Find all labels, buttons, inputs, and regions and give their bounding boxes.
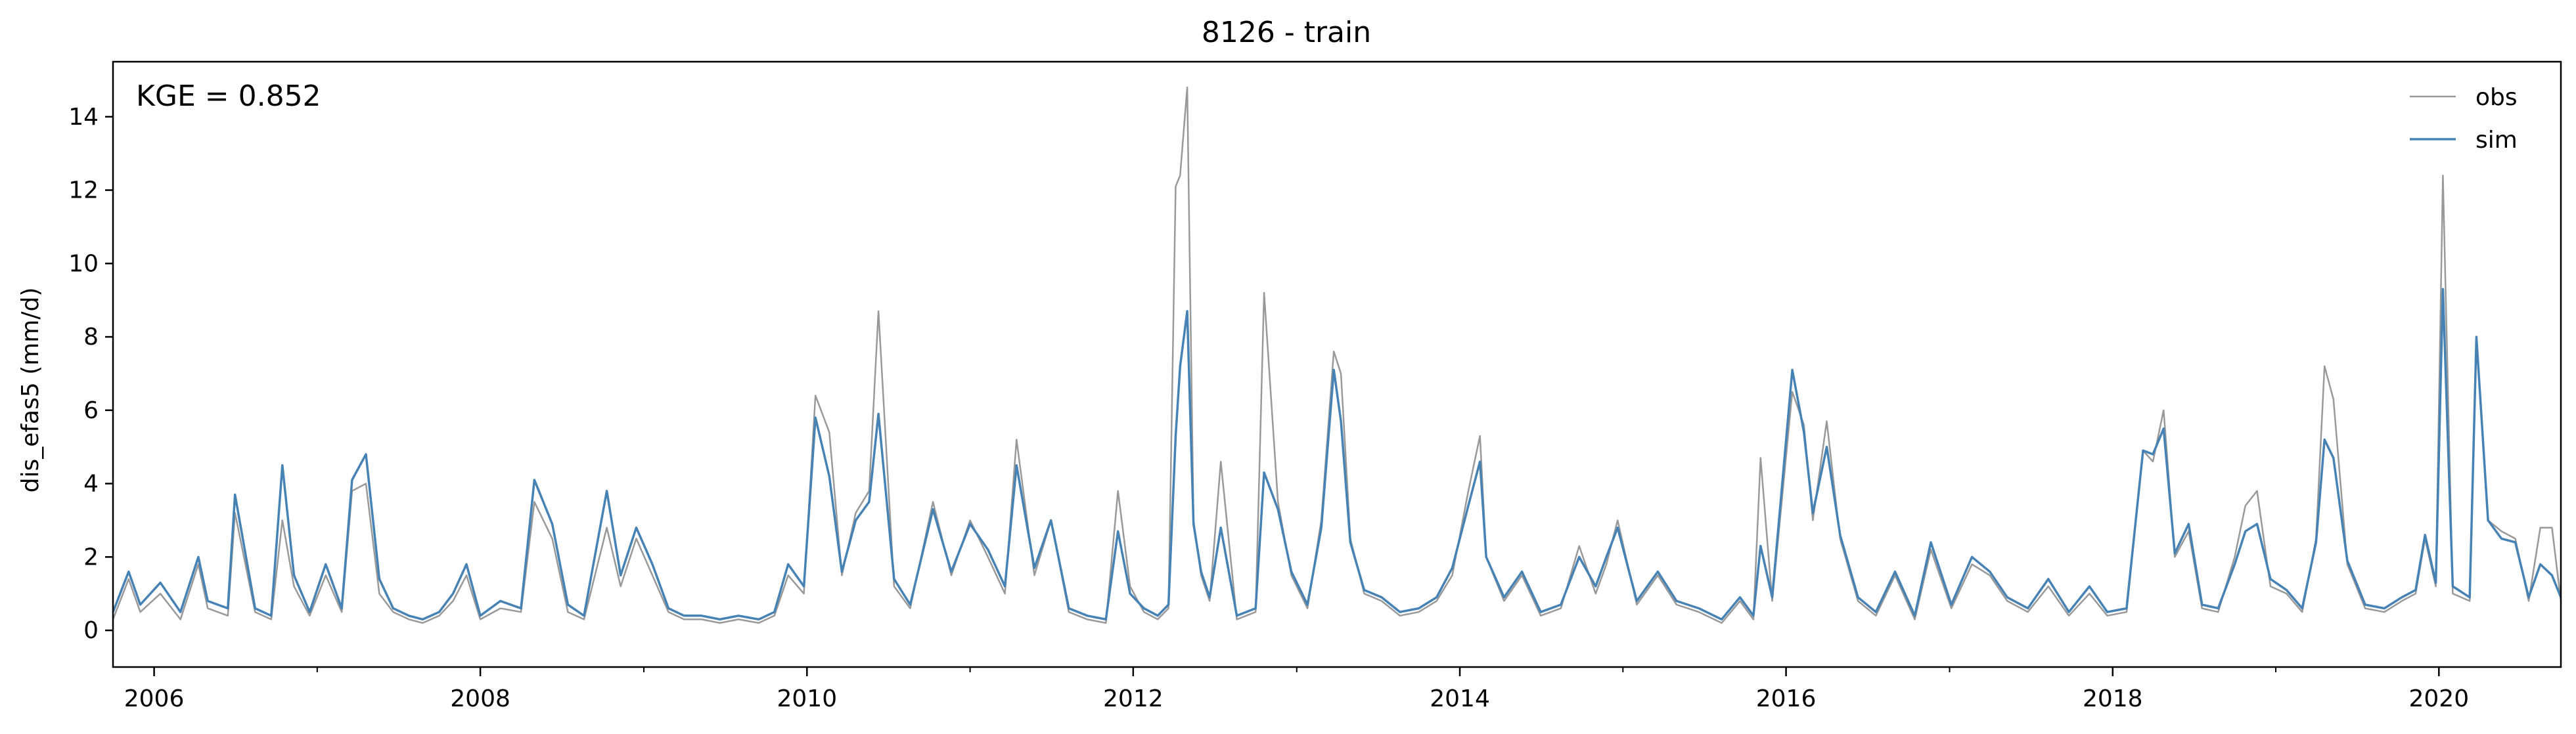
x-tick-label-2014: 2014 xyxy=(1430,685,1490,712)
series-line-sim xyxy=(112,288,2562,621)
plot-area: 0 2 4 6 8 10 12 14 2006 2008 2010 2012 2014 2016 2018 2… xyxy=(68,86,2562,712)
chart-title: 8126 - train xyxy=(1202,16,1371,49)
y-tick-label-6: 6 xyxy=(83,397,99,424)
x-tick-label-2012: 2012 xyxy=(1103,685,1164,712)
y-axis-label: dis_efas5 (mm/d) xyxy=(17,288,44,493)
kge-annotation: KGE = 0.852 xyxy=(136,79,321,113)
plot-frame xyxy=(112,60,2562,668)
x-tick-label-2010: 2010 xyxy=(777,685,837,712)
y-tick-label-4: 4 xyxy=(83,471,99,498)
y-tick-label-12: 12 xyxy=(68,177,99,204)
y-tick-label-0: 0 xyxy=(83,617,99,644)
x-tick-label-2008: 2008 xyxy=(450,685,510,712)
y-tick-label-14: 14 xyxy=(68,104,99,131)
x-tick-label-2020: 2020 xyxy=(2408,685,2469,712)
x-tick-label-2018: 2018 xyxy=(2083,685,2143,712)
legend-label-obs: obs xyxy=(2475,84,2518,111)
y-tick-label-8: 8 xyxy=(83,324,99,351)
x-tick-label-2006: 2006 xyxy=(124,685,185,712)
y-tick-label-2: 2 xyxy=(83,544,99,571)
legend-label-sim: sim xyxy=(2475,127,2518,154)
y-tick-label-10: 10 xyxy=(68,250,99,277)
x-tick-label-2016: 2016 xyxy=(1756,685,1817,712)
legend: obs sim xyxy=(2410,84,2518,154)
